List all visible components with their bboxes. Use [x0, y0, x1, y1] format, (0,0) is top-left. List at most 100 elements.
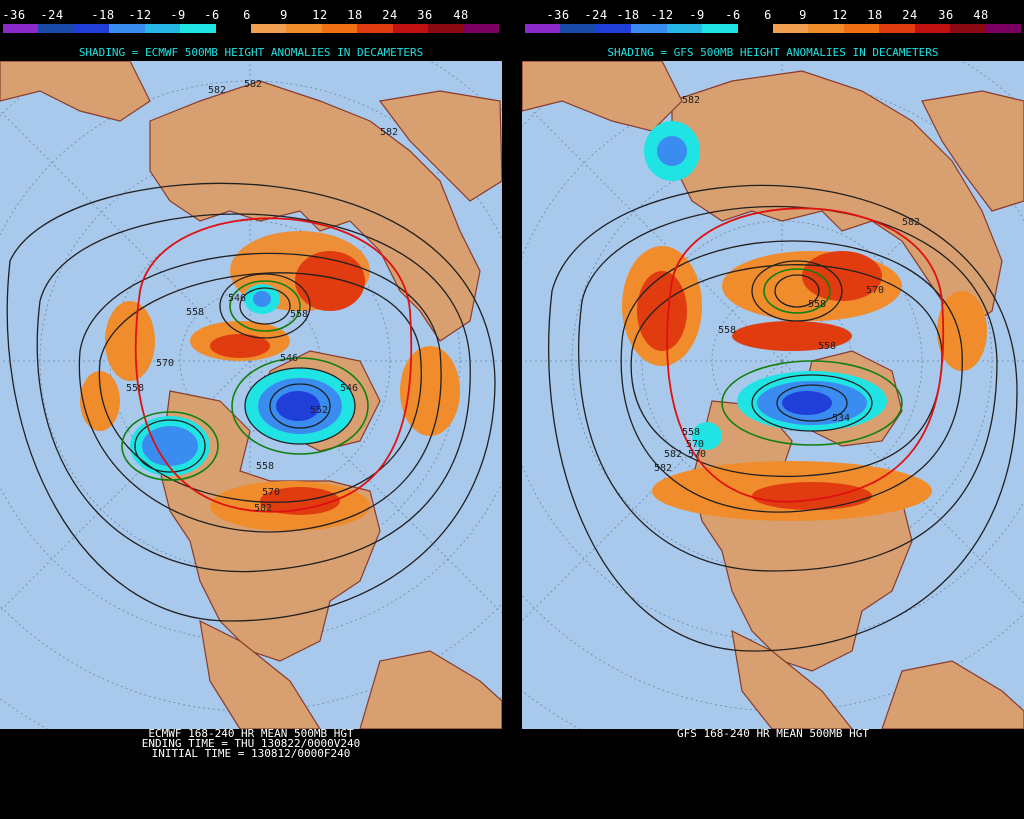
green-contours: [721, 268, 903, 446]
contour-label: 558: [718, 325, 736, 336]
scale-label: 18: [347, 8, 363, 22]
anomaly-colorbar: [3, 24, 499, 33]
scale-label: -18: [616, 8, 640, 22]
scale-label: -9: [170, 8, 186, 22]
colorbar-swatch: [180, 24, 216, 33]
contour-label: 570: [156, 358, 174, 369]
contour-labels: 582 582 582 546 558 558 546 552 558 570 …: [126, 79, 398, 514]
map-subtitle: SHADING = GFS 500MB HEIGHT ANOMALIES IN …: [607, 46, 939, 59]
map-subtitle: SHADING = ECMWF 500MB HEIGHT ANOMALIES I…: [78, 46, 424, 59]
contour-label: 558: [256, 461, 274, 472]
contour-label: 582: [254, 503, 272, 514]
contour-label: 552: [310, 405, 328, 416]
scale-label: -6: [725, 8, 741, 22]
scale-label: -36: [546, 8, 570, 22]
contour-label: 558: [290, 309, 308, 320]
gfs-map: 582 582 558 570 558 558 570 582 558 570 …: [522, 61, 1024, 729]
contour-labels: 582 582 558 570 558 558 570 582 558 570 …: [654, 95, 920, 474]
gfs-panel: -36 -24 -18 -12 -9 -6 6 9 12 18 24 36 48…: [522, 0, 1024, 819]
colorbar-swatch: [321, 24, 358, 33]
contour-label: 582: [902, 217, 920, 228]
central-america-land: [199, 619, 321, 729]
east-asia-land: [522, 61, 683, 132]
footer-line-1: ECMWF 168-240 HR MEAN 500MB HGT: [148, 727, 354, 740]
contour-label: 546: [280, 353, 298, 364]
east-asia-land: [0, 61, 151, 122]
colorbar-swatch: [38, 24, 74, 33]
scale-label: 24: [902, 8, 918, 22]
scale-label: 48: [973, 8, 989, 22]
green-contours: [121, 280, 369, 481]
contour-label: 582: [244, 79, 262, 90]
scale-label: -12: [650, 8, 674, 22]
contour-label: 558: [186, 307, 204, 318]
anomaly-scale-labels: -36 -24 -18 -12 -9 -6 6 9 12 18 24 36 48: [522, 8, 1024, 22]
scale-label: -9: [689, 8, 705, 22]
scale-label: 12: [832, 8, 848, 22]
scandinavia-land: [921, 90, 1024, 212]
footer-line-3: INITIAL TIME = 130812/0000F240: [151, 747, 351, 760]
panel-divider: [502, 0, 522, 819]
contour-label: 558: [808, 299, 826, 310]
colorbar-swatch: [560, 24, 596, 33]
colorbar-swatch: [950, 24, 986, 33]
contour-label: 582: [682, 95, 700, 106]
colorbar-swatch: [392, 24, 429, 33]
colorbar-swatch: [914, 24, 951, 33]
colorbar-swatch: [808, 24, 844, 33]
scale-label: 18: [867, 8, 883, 22]
colorbar-swatch: [843, 24, 880, 33]
footer-line-2: ENDING TIME = THU 130822/0000V240: [141, 737, 361, 750]
colorbar-swatch: [737, 24, 773, 33]
contour-label: 582: [380, 127, 398, 138]
scale-label: 9: [799, 8, 807, 22]
scale-label: 12: [312, 8, 328, 22]
colorbar-swatch: [463, 24, 499, 33]
scale-label: 6: [243, 8, 251, 22]
scale-label: 36: [938, 8, 954, 22]
anomaly-colorbar: [525, 24, 1021, 33]
scale-label: 9: [280, 8, 288, 22]
colorbar-swatch: [109, 24, 145, 33]
scale-label: -18: [91, 8, 115, 22]
colorbar-swatch: [3, 24, 39, 33]
scale-label: -6: [204, 8, 220, 22]
scandinavia-land: [378, 90, 502, 202]
south-america-land: [359, 650, 502, 729]
scale-label: -12: [128, 8, 152, 22]
scale-label: 48: [453, 8, 469, 22]
colorbar-swatch: [772, 24, 809, 33]
gfs-map-svg: 582 582 558 570 558 558 570 582 558 570 …: [522, 61, 1024, 729]
contour-label: 570: [262, 487, 280, 498]
scale-label: -36: [2, 8, 26, 22]
ecmwf-map-svg: 582 582 582 546 558 558 546 552 558 570 …: [0, 61, 502, 729]
colorbar-swatch: [144, 24, 181, 33]
colorbar-swatch: [428, 24, 464, 33]
contour-label: 582: [208, 85, 226, 96]
height-contours: [548, 184, 1018, 652]
scale-label: -24: [584, 8, 608, 22]
colorbar-swatch: [666, 24, 703, 33]
contour-label: 570: [688, 449, 706, 460]
contour-label: 582: [654, 463, 672, 474]
eurasia-land: [671, 70, 1003, 332]
scale-label: 36: [417, 8, 433, 22]
colorbar-swatch: [357, 24, 393, 33]
colorbar-swatch: [525, 24, 561, 33]
footer-line-1: GFS 168-240 HR MEAN 500MB HGT: [676, 727, 870, 740]
scale-label: 6: [764, 8, 772, 22]
red-contour: [666, 207, 945, 503]
anomaly-shading: [80, 231, 460, 531]
colorbar-swatch: [702, 24, 738, 33]
scale-label: -24: [40, 8, 64, 22]
colorbar-swatch: [250, 24, 287, 33]
contour-label: 558: [682, 427, 700, 438]
south-america-land: [881, 660, 1024, 729]
scale-label: 24: [382, 8, 398, 22]
ecmwf-map: 582 582 582 546 558 558 546 552 558 570 …: [0, 61, 502, 729]
contour-label: 558: [818, 341, 836, 352]
colorbar-swatch: [595, 24, 632, 33]
colorbar-swatch: [631, 24, 667, 33]
colorbar-swatch: [879, 24, 915, 33]
height-contours: [6, 182, 496, 622]
